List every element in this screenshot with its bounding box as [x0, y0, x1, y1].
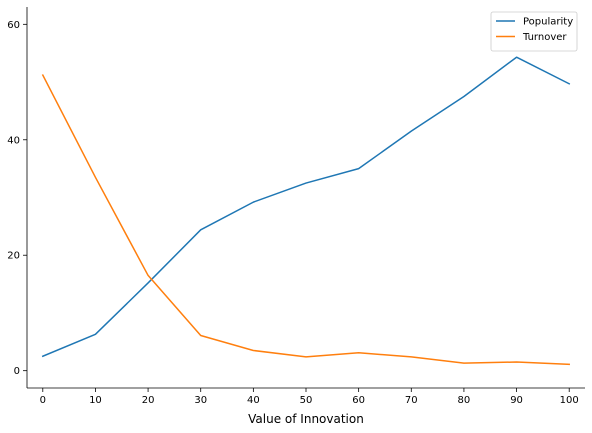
x-tick-label: 50 [300, 395, 313, 406]
y-tick-label: 0 [14, 366, 20, 377]
axes [26, 7, 585, 389]
x-tick-label: 80 [458, 395, 471, 406]
x-tick-label: 10 [89, 395, 102, 406]
x-tick-label: 90 [510, 395, 523, 406]
legend-label-popularity: Popularity [523, 17, 573, 28]
plot-area [41, 56, 571, 366]
x-ticks: 0 10 20 30 40 50 60 70 80 90 100 [40, 388, 579, 406]
series-line-turnover [41, 74, 570, 366]
series-line-popularity [41, 56, 571, 358]
legend-label-turnover: Turnover [522, 32, 567, 43]
x-tick-label: 40 [247, 395, 260, 406]
x-tick-label: 20 [142, 395, 155, 406]
x-axis-title: Value of Innovation [248, 412, 364, 426]
x-tick-label: 70 [405, 395, 418, 406]
x-tick-label: 30 [194, 395, 207, 406]
legend: Popularity Turnover [490, 11, 578, 52]
x-tick-label: 60 [352, 395, 365, 406]
x-tick-label: 0 [40, 395, 46, 406]
y-tick-label: 60 [7, 20, 20, 31]
y-tick-label: 20 [7, 251, 20, 262]
y-ticks: 0 20 40 60 [7, 20, 27, 377]
x-tick-label: 100 [560, 395, 579, 406]
y-tick-label: 40 [7, 135, 20, 146]
